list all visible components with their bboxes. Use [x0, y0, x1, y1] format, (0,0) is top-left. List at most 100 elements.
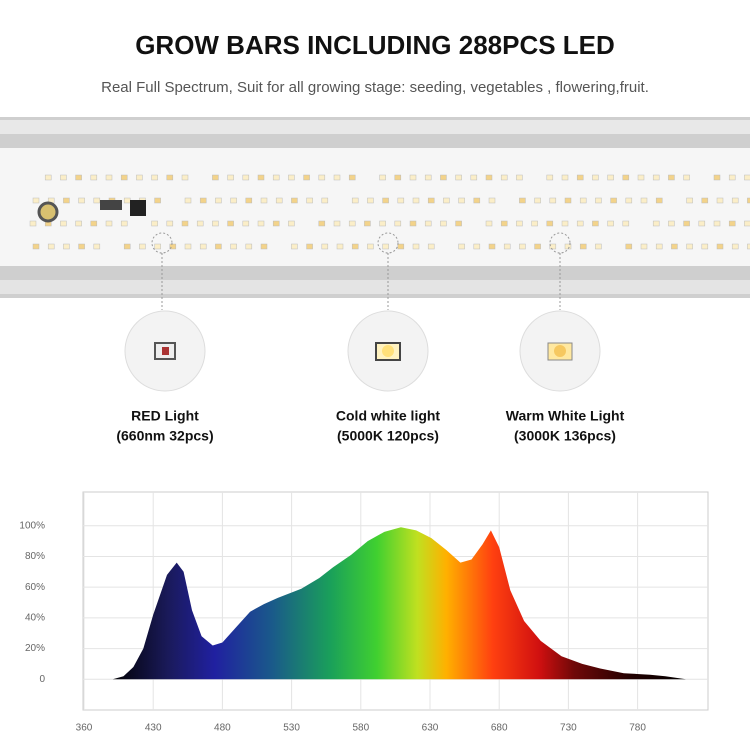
- y-tick-label: 60%: [25, 582, 45, 593]
- led-chip: [47, 243, 55, 250]
- led-chip: [637, 174, 645, 181]
- led-chip: [747, 197, 750, 204]
- led-chip: [607, 220, 614, 227]
- led-chip: [655, 243, 663, 250]
- led-chip: [348, 220, 356, 227]
- led-chip: [242, 220, 250, 227]
- x-tick-label: 630: [422, 723, 439, 734]
- led-chip: [728, 174, 736, 181]
- x-tick-label: 780: [629, 723, 646, 734]
- led-chip: [336, 243, 344, 250]
- led-chip: [379, 220, 386, 227]
- led-chip: [382, 197, 389, 204]
- led-chip: [212, 174, 219, 181]
- led-bar: [0, 117, 750, 298]
- led-chip: [409, 220, 417, 227]
- led-chip: [747, 243, 750, 250]
- led-chip: [196, 220, 204, 227]
- led-chip: [500, 174, 508, 181]
- led-chip: [625, 197, 633, 204]
- led-chip: [622, 174, 630, 181]
- led-chip: [260, 243, 268, 250]
- led-chip: [154, 243, 161, 250]
- led-chip: [531, 220, 538, 227]
- led-chip: [245, 243, 253, 250]
- led-chip: [90, 174, 98, 181]
- led-chip: [367, 243, 374, 250]
- led-zooms: [124, 310, 601, 392]
- led-chip: [93, 197, 101, 204]
- y-tick-label: 100%: [19, 520, 45, 531]
- led-chip: [181, 220, 189, 227]
- led-chip: [701, 197, 709, 204]
- led-chip: [500, 220, 508, 227]
- led-chip: [394, 220, 402, 227]
- led-chip: [44, 174, 52, 181]
- led-chip: [592, 220, 599, 227]
- led-chip: [561, 174, 569, 181]
- led-chip: [93, 243, 101, 250]
- led-chip: [291, 243, 298, 250]
- led-chip: [105, 220, 113, 227]
- x-tick-label: 360: [76, 723, 93, 734]
- led-chip: [455, 220, 462, 227]
- led-chip: [519, 243, 526, 250]
- led-chip: [303, 174, 310, 181]
- led-chip: [440, 220, 447, 227]
- led-chip: [90, 220, 98, 227]
- x-tick-label: 430: [145, 723, 162, 734]
- led-chip: [622, 220, 630, 227]
- led-chip: [576, 174, 584, 181]
- led-chip: [546, 220, 554, 227]
- y-tick-label: 40%: [25, 613, 45, 624]
- led-callouts: [151, 232, 571, 310]
- led-chip: [625, 243, 633, 250]
- led-chip: [318, 174, 326, 181]
- led-chip: [199, 243, 207, 250]
- led-chip: [595, 243, 602, 250]
- led-chip: [120, 220, 128, 227]
- led-chip: [379, 174, 386, 181]
- led-name: RED Light: [131, 408, 199, 424]
- led-chip: [424, 174, 432, 181]
- led-chip: [123, 197, 131, 204]
- led-detail: (5000K 120pcs): [337, 428, 439, 444]
- led-chip: [534, 197, 541, 204]
- led-chip: [424, 220, 432, 227]
- led-chip: [154, 197, 161, 204]
- led-chip: [151, 174, 158, 181]
- led-chip: [731, 197, 739, 204]
- led-chip: [485, 220, 493, 227]
- led-chip: [561, 220, 569, 227]
- led-chip: [306, 197, 313, 204]
- led-chip: [595, 197, 602, 204]
- led-chip: [169, 243, 177, 250]
- led-chip: [701, 243, 709, 250]
- led-chip: [105, 174, 113, 181]
- led-chip: [60, 174, 67, 181]
- led-chip: [78, 197, 85, 204]
- led-chip: [516, 174, 523, 181]
- led-chip: [713, 220, 721, 227]
- led-chip: [516, 220, 523, 227]
- led-chip: [579, 243, 587, 250]
- led-chip: [610, 197, 617, 204]
- led-chip: [288, 220, 295, 227]
- led-chip: [215, 197, 222, 204]
- led-chip: [32, 243, 40, 250]
- led-chip: [78, 243, 85, 250]
- led-chip: [275, 197, 283, 204]
- led-chip: [321, 243, 329, 250]
- led-chip: [63, 243, 70, 250]
- led-chip: [728, 220, 736, 227]
- led-chip: [242, 174, 250, 181]
- led-chip: [655, 197, 663, 204]
- led-chip: [230, 197, 237, 204]
- led-chip: [686, 243, 693, 250]
- led-chip: [227, 174, 234, 181]
- led-chip: [576, 220, 584, 227]
- led-chip: [321, 197, 329, 204]
- led-chip: [166, 174, 174, 181]
- led-chip: [227, 220, 234, 227]
